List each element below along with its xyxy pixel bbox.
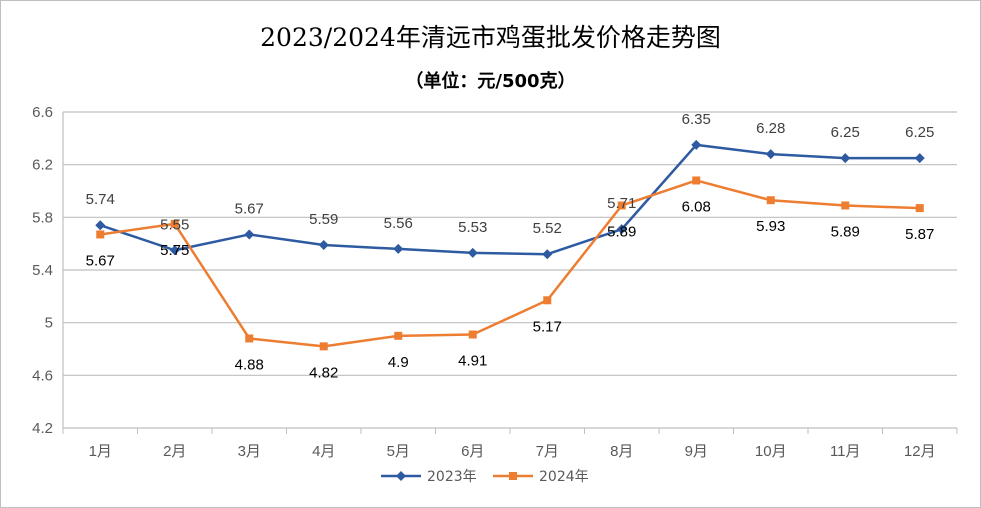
- y-tick-label: 4.6: [32, 367, 53, 384]
- data-label-2024: 5.89: [607, 223, 636, 240]
- x-tick-label: 7月: [536, 443, 559, 460]
- x-tick-label: 8月: [610, 443, 633, 460]
- legend-marker: [396, 471, 406, 481]
- y-tick-label: 5: [45, 315, 53, 332]
- data-label-2024: 4.88: [235, 356, 264, 373]
- data-point-2023: [616, 224, 627, 235]
- data-point-2024: [617, 201, 626, 210]
- data-label-2023: 5.52: [533, 220, 562, 237]
- data-label-2023: 6.35: [682, 111, 711, 128]
- data-label-2024: 5.89: [831, 223, 860, 240]
- data-point-2023: [169, 245, 180, 256]
- data-point-2024: [915, 204, 924, 213]
- legend-label: 2024年: [539, 469, 589, 485]
- data-label-2023: 5.53: [458, 219, 487, 236]
- data-label-2023: 5.56: [384, 215, 413, 232]
- data-point-2024: [841, 201, 850, 210]
- x-tick-label: 2月: [163, 443, 186, 460]
- data-label-2024: 5.17: [533, 318, 562, 335]
- data-point-2024: [96, 230, 105, 239]
- y-tick-label: 6.6: [32, 104, 53, 121]
- data-label-2024: 4.9: [388, 354, 409, 371]
- y-tick-label: 5.8: [32, 209, 53, 226]
- data-point-2024: [766, 196, 775, 205]
- data-point-2023: [393, 243, 404, 254]
- series-line-2: [100, 179, 920, 348]
- data-point-2023: [95, 220, 106, 231]
- data-point-2024: [394, 331, 403, 340]
- data-label-2024: 6.08: [682, 198, 711, 215]
- data-point-2024: [245, 334, 254, 343]
- data-label-2024: 5.87: [905, 226, 934, 243]
- data-label-2023: 6.28: [756, 120, 785, 137]
- y-tick-label: 5.4: [32, 262, 53, 279]
- axes: 6.6 6.2 5.8 5.4 5 4.6 4.2 1月 2月 3月 4月 5月 6月 7月 8月 9月 10月…: [32, 104, 958, 460]
- data-point-2023: [914, 153, 925, 164]
- x-tick-label: 10月: [755, 443, 787, 460]
- x-tick-label: 4月: [312, 443, 335, 460]
- data-label-2023: 6.25: [831, 124, 860, 141]
- x-tick-label: 6月: [461, 443, 484, 460]
- legend: 2023年 2024年: [381, 469, 589, 485]
- data-point-2023: [318, 239, 329, 250]
- series-line-1: [99, 143, 920, 256]
- data-point-2024: [468, 330, 477, 339]
- chart-title: 2023/2024年清远市鸡蛋批发价格走势图: [260, 23, 721, 52]
- data-point-2024: [692, 176, 701, 185]
- data-label-2023: 5.71: [607, 195, 636, 212]
- data-point-2023: [691, 139, 702, 150]
- y-tick-label: 6.2: [32, 157, 53, 174]
- y-tick-label: 4.2: [32, 420, 53, 437]
- data-label-2023: 5.59: [309, 211, 338, 228]
- x-tick-label: 3月: [238, 443, 261, 460]
- data-label-2024: 4.82: [309, 364, 338, 381]
- data-point-2024: [170, 219, 179, 228]
- x-tick-label: 9月: [685, 443, 708, 460]
- data-point-2023: [467, 247, 478, 258]
- data-label-2024: 5.67: [86, 252, 115, 269]
- data-point-2023: [542, 249, 553, 260]
- x-tick-label: 12月: [904, 443, 936, 460]
- legend-marker: [509, 472, 517, 480]
- data-point-2023: [244, 229, 255, 240]
- data-label-2024: 5.93: [756, 218, 785, 235]
- data-label-2023: 5.55: [160, 216, 189, 233]
- gridlines: [63, 111, 957, 429]
- x-tick-label: 5月: [387, 443, 410, 460]
- series: [95, 139, 925, 351]
- data-label-2024: 4.91: [458, 353, 487, 370]
- data-label-2024: 5.75: [160, 242, 189, 259]
- data-labels: 5.74 5.55 5.67 5.59 5.56 5.53 5.52 5.71 6.35 6.28…: [86, 111, 935, 381]
- data-label-2023: 6.25: [905, 124, 934, 141]
- data-point-2024: [543, 296, 552, 305]
- legend-label: 2023年: [427, 469, 477, 485]
- x-tick-label: 11月: [830, 443, 861, 460]
- data-point-2023: [765, 149, 776, 160]
- chart-subtitle: （单位：元/500克）: [405, 71, 576, 92]
- data-point-2024: [319, 342, 328, 351]
- data-point-2023: [840, 153, 851, 164]
- x-tick-label: 1月: [89, 443, 112, 460]
- data-label-2023: 5.67: [235, 200, 264, 217]
- data-label-2023: 5.74: [86, 191, 115, 208]
